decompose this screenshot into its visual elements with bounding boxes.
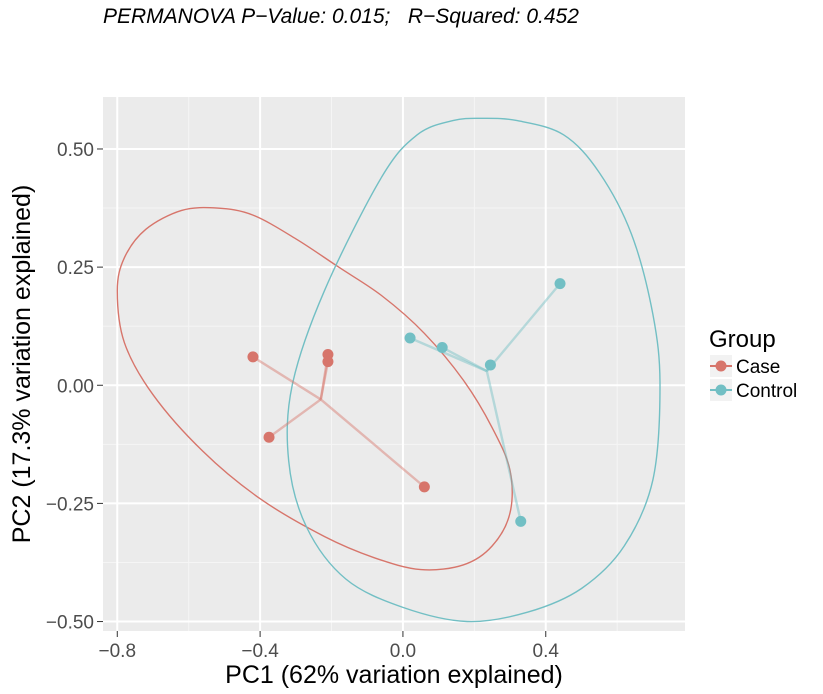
control-ellipse: [286, 117, 661, 623]
x-tick-label: 0.0: [390, 641, 416, 662]
control-point: [436, 341, 448, 353]
x-axis-title: PC1 (62% variation explained): [225, 661, 563, 689]
control-point: [554, 278, 566, 290]
legend: Group Case Control: [709, 326, 797, 402]
data-points: [247, 278, 566, 527]
confidence-ellipses: [116, 117, 661, 623]
control-spider-line: [409, 336, 488, 373]
y-axis-title: PC2 (17.3% variation explained): [8, 185, 36, 544]
case-spider-line: [320, 398, 426, 488]
control-spider-line: [485, 282, 561, 372]
y-tick-label: −0.50: [46, 613, 94, 634]
legend-key-case: Case: [710, 355, 780, 378]
case-point: [263, 431, 275, 443]
legend-key-control: Control: [710, 379, 797, 402]
y-tick-label: 0.50: [57, 140, 94, 161]
chart-title: PERMANOVA P−Value: 0.015; R−Squared: 0.4…: [103, 5, 579, 28]
y-tick-label: −0.25: [46, 494, 94, 515]
x-tick-label: −0.4: [241, 641, 279, 662]
y-tick-label: 0.25: [57, 258, 94, 279]
x-tick-label: 0.4: [533, 641, 560, 662]
y-tick-label: 0.00: [57, 376, 94, 397]
x-axis-ticks: −0.8 −0.4 0.0 0.4: [99, 631, 560, 662]
case-spider-line: [319, 361, 330, 400]
legend-key-dot: [715, 360, 727, 372]
x-tick-label: −0.8: [99, 641, 137, 662]
control-point: [404, 332, 416, 344]
case-point: [322, 356, 334, 368]
control-spider-line: [441, 346, 488, 373]
major-gridlines: [103, 97, 685, 631]
case-spider-line: [268, 398, 322, 439]
legend-title: Group: [709, 326, 776, 353]
control-point: [515, 515, 527, 527]
legend-label-control: Control: [736, 381, 797, 402]
y-axis-ticks: 0.50 0.25 0.00 −0.25 −0.50: [46, 140, 103, 634]
legend-label-case: Case: [736, 357, 780, 378]
case-ellipse: [116, 206, 513, 571]
case-point: [418, 481, 430, 493]
case-point: [247, 351, 259, 363]
plot-panel-background: [103, 97, 685, 631]
control-point: [484, 359, 496, 371]
control-spider-line: [485, 370, 522, 522]
legend-key-dot: [715, 384, 727, 396]
case-spider-line: [252, 355, 322, 401]
